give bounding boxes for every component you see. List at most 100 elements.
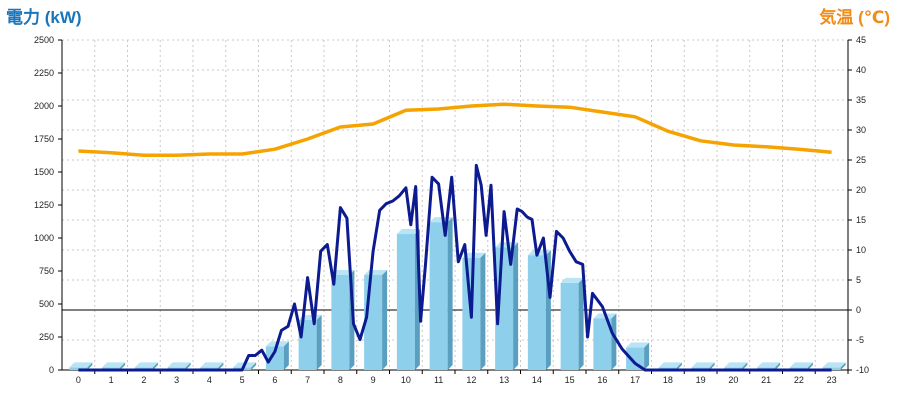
power-bar-side [644, 342, 650, 370]
left-tick-label: 1250 [34, 200, 54, 210]
x-tick-label: 1 [109, 375, 114, 385]
x-tick-label: 8 [338, 375, 343, 385]
power-bar-side [513, 242, 519, 370]
right-tick-label: -10 [856, 365, 869, 375]
left-tick-label: 500 [39, 299, 54, 309]
power-bar [265, 346, 284, 370]
power-bar-top [69, 362, 93, 368]
power-bar [429, 222, 448, 370]
left-tick-label: 2250 [34, 68, 54, 78]
x-tick-label: 21 [761, 375, 771, 385]
power-bar-side [807, 362, 813, 370]
x-tick-label: 18 [663, 375, 673, 385]
x-tick-label: 4 [207, 375, 212, 385]
right-tick-label: 15 [856, 215, 866, 225]
x-tick-label: 12 [466, 375, 476, 385]
power-bar [593, 318, 612, 370]
power-bar-side [87, 362, 93, 370]
x-tick-label: 13 [499, 375, 509, 385]
right-tick-label: 35 [856, 95, 866, 105]
power-bar [626, 347, 645, 370]
right-tick-label: 40 [856, 65, 866, 75]
right-tick-label: 45 [856, 35, 866, 45]
x-tick-label: 15 [565, 375, 575, 385]
power-bar [527, 255, 546, 370]
right-tick-label: 20 [856, 185, 866, 195]
power-bar-side [382, 269, 388, 370]
power-bar-top [626, 342, 650, 348]
power-bar-top [134, 362, 158, 368]
left-tick-label: 0 [49, 365, 54, 375]
left-tick-label: 1750 [34, 134, 54, 144]
power-bar [331, 274, 350, 370]
power-bar-top [167, 362, 191, 368]
x-tick-label: 3 [174, 375, 179, 385]
right-tick-label: 25 [856, 155, 866, 165]
power-bar-top [822, 362, 846, 368]
left-tick-label: 750 [39, 266, 54, 276]
x-tick-label: 9 [371, 375, 376, 385]
x-tick-label: 7 [305, 375, 310, 385]
power-bar-side [447, 217, 453, 370]
left-axis-title: 電力 (kW) [6, 8, 82, 27]
power-bar-side [316, 314, 322, 370]
x-tick-label: 14 [532, 375, 542, 385]
power-bar-top [724, 362, 748, 368]
x-tick-label: 16 [597, 375, 607, 385]
power-bar-side [709, 362, 715, 370]
power-bar-top [331, 269, 355, 275]
power-bar-side [676, 362, 682, 370]
power-bar-top [396, 229, 420, 235]
right-axis-title: 気温 (℃) [819, 8, 890, 27]
power-bar-side [775, 362, 781, 370]
power-bar [822, 367, 841, 370]
right-tick-label: 30 [856, 125, 866, 135]
power-bar [364, 274, 383, 370]
power-bar-top [789, 362, 813, 368]
power-bar-top [757, 362, 781, 368]
x-tick-label: 0 [76, 375, 81, 385]
left-tick-label: 2500 [34, 35, 54, 45]
x-tick-label: 6 [272, 375, 277, 385]
power-bar-side [840, 362, 846, 370]
power-bar-side [152, 362, 158, 370]
left-tick-label: 250 [39, 332, 54, 342]
left-tick-label: 2000 [34, 101, 54, 111]
temperature-line [78, 102, 832, 157]
power-bar-side [283, 341, 289, 370]
power-bar-side [218, 362, 224, 370]
x-tick-label: 5 [240, 375, 245, 385]
left-tick-label: 1500 [34, 167, 54, 177]
power-bar [298, 319, 317, 370]
x-tick-label: 10 [401, 375, 411, 385]
power-bar [396, 234, 415, 370]
right-tick-label: 5 [856, 275, 861, 285]
x-tick-label: 22 [794, 375, 804, 385]
power-bar-top [658, 362, 682, 368]
power-bar-top [102, 362, 126, 368]
power-bar-side [742, 362, 748, 370]
power-bar-side [578, 277, 584, 370]
power-bar-side [251, 362, 257, 370]
power-bar-side [480, 252, 486, 370]
x-tick-label: 23 [827, 375, 837, 385]
power-bar-top [200, 362, 224, 368]
right-tick-label: 10 [856, 245, 866, 255]
power-bar [560, 282, 579, 370]
power-bar-side [120, 362, 126, 370]
x-tick-label: 17 [630, 375, 640, 385]
right-tick-label: 0 [856, 305, 861, 315]
power-bar-top [560, 277, 584, 283]
power-bar-side [185, 362, 191, 370]
left-tick-label: 1000 [34, 233, 54, 243]
power-line [78, 163, 832, 372]
power-bar-side [611, 313, 617, 370]
x-tick-label: 19 [696, 375, 706, 385]
x-tick-label: 2 [141, 375, 146, 385]
right-tick-label: -5 [856, 335, 864, 345]
x-tick-label: 20 [728, 375, 738, 385]
power-bar [69, 367, 88, 370]
x-tick-label: 11 [434, 375, 443, 385]
power-bar-top [691, 362, 715, 368]
